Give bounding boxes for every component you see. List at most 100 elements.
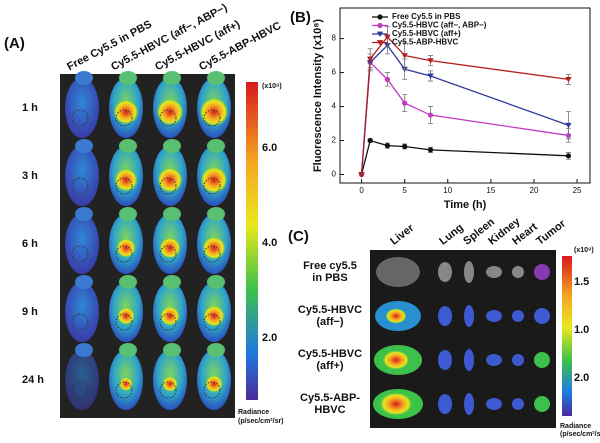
signal-spot [162,376,178,392]
panel-label: (B) [290,9,311,26]
organ-label: Liver [388,222,417,248]
mouse-head [75,71,93,85]
organ [486,310,502,322]
signal-spot [116,238,136,258]
point [565,153,572,159]
tumor-outline [159,177,177,195]
organ-liver-hot [382,350,410,370]
mouse-head [119,71,137,85]
mouse-body [65,78,99,138]
tumor-outline [203,245,221,263]
mouse-head [163,139,181,153]
tumor-outline [71,109,89,127]
mouse-head [119,207,137,221]
mouse-head [163,343,181,357]
signal-spot [157,167,183,193]
tumor-outline [203,313,221,331]
legend-label: Cy5.5-HBVC (aff+) [392,29,461,38]
point [384,34,391,40]
mouse-body [65,282,99,342]
point [427,73,434,79]
organ [486,398,502,410]
colorbar-unit: (x10⁹) [574,247,594,254]
mouse-head [207,207,225,221]
point [358,172,365,178]
tumor-outline [115,381,133,399]
organ [486,354,502,366]
tumor-outline [115,109,133,127]
row-label: (aff+) [316,360,344,372]
mouse-head [119,275,137,289]
x-tick-label: 5 [402,186,407,195]
plot-frame [339,7,591,184]
signal-spot [202,236,226,260]
mouse-head [207,71,225,85]
mouse-head [163,71,181,85]
colorbar-title: (p/sec/cm²/sr) [238,418,284,425]
colorbar-tick-label: 2.0 [574,372,589,384]
point [401,53,408,59]
signal-spot [199,97,229,127]
tumor-outline [159,381,177,399]
point [427,147,434,153]
series-line [360,35,569,175]
organ-liver-hot [379,392,413,416]
tumor-outline [115,245,133,263]
row-label: Cy5.5-HBVC [298,348,362,360]
row-label: Cy5.5-ABP- [300,392,360,404]
tumor-outline [203,177,221,195]
signal-spot [156,98,184,126]
colorbar-title: Radiance [238,409,269,416]
y-tick-label: 2 [332,136,337,145]
tumor-outline [71,313,89,331]
organ [512,266,524,278]
mouse-head [163,275,181,289]
x-tick-label: 25 [573,186,582,195]
colorbar-tick-label: 6.0 [262,142,277,154]
x-axis-label: Time (h) [444,199,487,211]
point [427,58,434,64]
organ [512,310,524,322]
organ [464,393,474,415]
organ [534,352,550,368]
colorbar-tick-label: 1.0 [574,324,589,336]
mouse-body [65,146,99,206]
organ-label: Lung [437,222,466,248]
mouse-head [119,139,137,153]
point [565,76,572,83]
panel-label: (A) [4,35,25,52]
colorbar-tick-label: 1.5 [574,276,589,288]
row-label: 24 h [22,374,44,386]
tumor-outline [71,381,89,399]
point [402,143,408,150]
row-label: Cy5.5-HBVC [298,304,362,316]
tumor-outline [159,313,177,331]
x-tick-label: 10 [443,186,452,195]
tumor-outline [115,177,133,195]
organ-liver [376,257,420,287]
point [402,100,408,106]
legend-marker [377,22,383,29]
organ [438,262,452,282]
signal-spot [200,166,228,194]
colorbar-tick-label: 4.0 [262,237,277,249]
organ [512,398,524,410]
signal-spot [160,306,180,326]
colorbar [562,256,572,416]
mouse-head [75,275,93,289]
point [366,56,374,62]
signal-spot [119,377,133,391]
y-tick-label: 0 [332,170,337,179]
row-label: in PBS [312,272,347,284]
tumor-outline [71,245,89,263]
series-line [360,139,569,175]
row-label: (aff−) [316,316,344,328]
tumor-outline [203,381,221,399]
x-tick-label: 0 [359,186,364,195]
point [384,76,391,82]
legend-marker [376,31,384,37]
mouse-body [65,214,99,274]
tumor-outline [159,109,177,127]
organ [534,264,550,280]
